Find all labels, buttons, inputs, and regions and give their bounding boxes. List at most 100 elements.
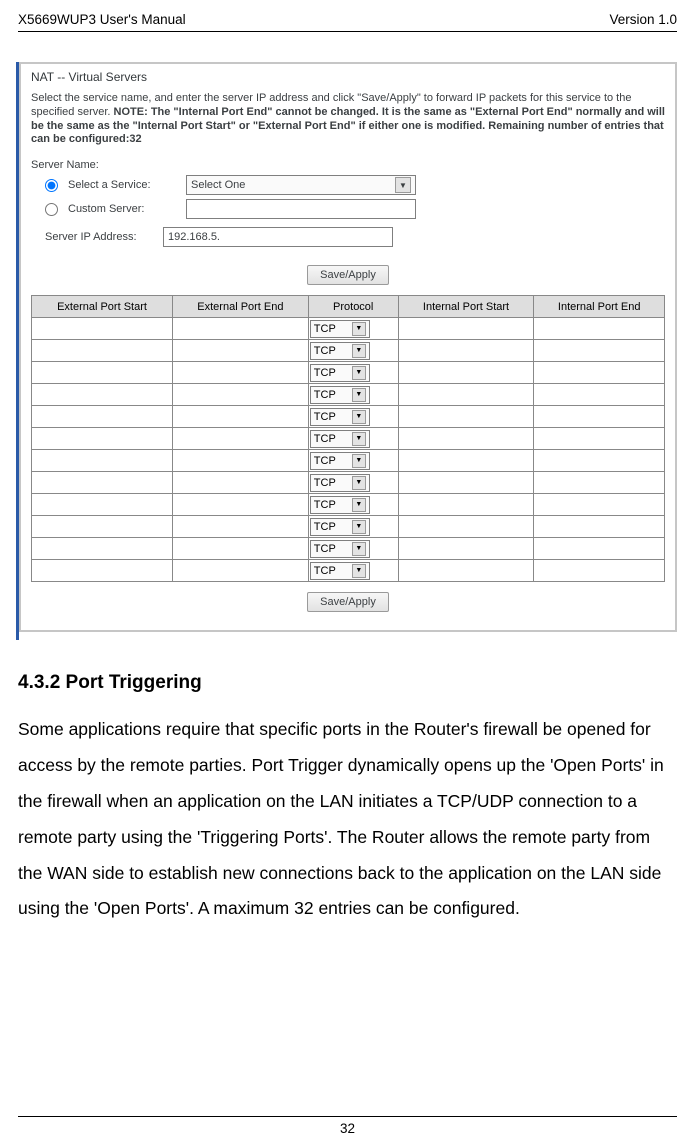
select-service-row: Select a Service: Select One ▼: [31, 175, 665, 195]
page-number: 32: [18, 1116, 677, 1136]
select-service-dropdown[interactable]: Select One ▼: [186, 175, 416, 195]
table-cell[interactable]: [398, 516, 534, 538]
table-cell[interactable]: TCP▼: [308, 494, 398, 516]
table-cell[interactable]: TCP▼: [308, 384, 398, 406]
table-cell[interactable]: [398, 318, 534, 340]
table-cell[interactable]: TCP▼: [308, 516, 398, 538]
table-cell[interactable]: TCP▼: [308, 318, 398, 340]
table-cell[interactable]: [173, 560, 309, 582]
table-cell[interactable]: [32, 516, 173, 538]
table-cell[interactable]: TCP▼: [308, 406, 398, 428]
protocol-select[interactable]: TCP▼: [310, 386, 370, 404]
table-row: TCP▼: [32, 362, 665, 384]
table-cell[interactable]: [534, 472, 665, 494]
table-cell[interactable]: [32, 560, 173, 582]
protocol-select[interactable]: TCP▼: [310, 452, 370, 470]
table-cell[interactable]: [32, 384, 173, 406]
table-cell[interactable]: [173, 472, 309, 494]
table-cell[interactable]: [398, 538, 534, 560]
table-cell[interactable]: [534, 494, 665, 516]
table-cell[interactable]: [398, 384, 534, 406]
table-cell[interactable]: TCP▼: [308, 538, 398, 560]
table-cell[interactable]: TCP▼: [308, 340, 398, 362]
protocol-select[interactable]: TCP▼: [310, 342, 370, 360]
table-cell[interactable]: [398, 340, 534, 362]
table-cell[interactable]: [32, 406, 173, 428]
table-cell[interactable]: [173, 428, 309, 450]
protocol-select[interactable]: TCP▼: [310, 540, 370, 558]
dropdown-arrow-icon: ▼: [352, 344, 366, 358]
table-cell[interactable]: [534, 340, 665, 362]
server-name-label: Server Name:: [31, 159, 665, 171]
custom-server-radio[interactable]: [45, 203, 58, 216]
table-row: TCP▼: [32, 472, 665, 494]
table-cell[interactable]: [173, 516, 309, 538]
table-cell[interactable]: [534, 318, 665, 340]
table-cell[interactable]: TCP▼: [308, 362, 398, 384]
protocol-select[interactable]: TCP▼: [310, 518, 370, 536]
table-cell[interactable]: [534, 450, 665, 472]
table-cell[interactable]: [534, 538, 665, 560]
protocol-select[interactable]: TCP▼: [310, 408, 370, 426]
table-cell[interactable]: TCP▼: [308, 428, 398, 450]
table-cell[interactable]: [32, 340, 173, 362]
table-cell[interactable]: [398, 362, 534, 384]
protocol-select[interactable]: TCP▼: [310, 430, 370, 448]
table-cell[interactable]: [534, 428, 665, 450]
table-cell[interactable]: [534, 406, 665, 428]
table-cell[interactable]: [32, 472, 173, 494]
table-cell[interactable]: [32, 450, 173, 472]
section-body: Some applications require that specific …: [18, 712, 677, 927]
table-row: TCP▼: [32, 494, 665, 516]
table-cell[interactable]: [173, 318, 309, 340]
table-cell[interactable]: [534, 362, 665, 384]
table-cell[interactable]: [398, 560, 534, 582]
protocol-select[interactable]: TCP▼: [310, 562, 370, 580]
table-cell[interactable]: [534, 516, 665, 538]
table-cell[interactable]: [534, 560, 665, 582]
table-cell[interactable]: [32, 494, 173, 516]
table-cell[interactable]: TCP▼: [308, 450, 398, 472]
protocol-select[interactable]: TCP▼: [310, 320, 370, 338]
header-left: X5669WUP3 User's Manual: [18, 12, 186, 27]
section-title: 4.3.2 Port Triggering: [18, 672, 677, 694]
col-ext-start: External Port Start: [32, 296, 173, 318]
protocol-value: TCP: [314, 565, 336, 577]
table-cell[interactable]: [173, 340, 309, 362]
table-cell[interactable]: [173, 450, 309, 472]
table-cell[interactable]: TCP▼: [308, 472, 398, 494]
protocol-select[interactable]: TCP▼: [310, 496, 370, 514]
dropdown-arrow-icon: ▼: [352, 432, 366, 446]
table-cell[interactable]: TCP▼: [308, 560, 398, 582]
table-cell[interactable]: [398, 450, 534, 472]
table-row: TCP▼: [32, 450, 665, 472]
table-cell[interactable]: [173, 538, 309, 560]
protocol-value: TCP: [314, 521, 336, 533]
protocol-select[interactable]: TCP▼: [310, 474, 370, 492]
table-cell[interactable]: [173, 362, 309, 384]
table-cell[interactable]: [534, 384, 665, 406]
col-ext-end: External Port End: [173, 296, 309, 318]
table-cell[interactable]: [32, 318, 173, 340]
save-apply-button-bottom[interactable]: Save/Apply: [307, 592, 389, 612]
custom-server-input[interactable]: [186, 199, 416, 219]
protocol-value: TCP: [314, 455, 336, 467]
table-cell[interactable]: [173, 384, 309, 406]
select-service-radio[interactable]: [45, 179, 58, 192]
table-cell[interactable]: [32, 538, 173, 560]
table-cell[interactable]: [32, 428, 173, 450]
table-row: TCP▼: [32, 406, 665, 428]
page-header: X5669WUP3 User's Manual Version 1.0: [18, 12, 677, 32]
save-apply-button-top[interactable]: Save/Apply: [307, 265, 389, 285]
table-cell[interactable]: [173, 494, 309, 516]
server-ip-input[interactable]: 192.168.5.: [163, 227, 393, 247]
table-cell[interactable]: [398, 494, 534, 516]
protocol-select[interactable]: TCP▼: [310, 364, 370, 382]
table-cell[interactable]: [398, 406, 534, 428]
table-cell[interactable]: [173, 406, 309, 428]
ports-table: External Port Start External Port End Pr…: [31, 295, 665, 582]
table-cell[interactable]: [32, 362, 173, 384]
select-service-label: Select a Service:: [68, 179, 176, 191]
table-cell[interactable]: [398, 428, 534, 450]
table-cell[interactable]: [398, 472, 534, 494]
